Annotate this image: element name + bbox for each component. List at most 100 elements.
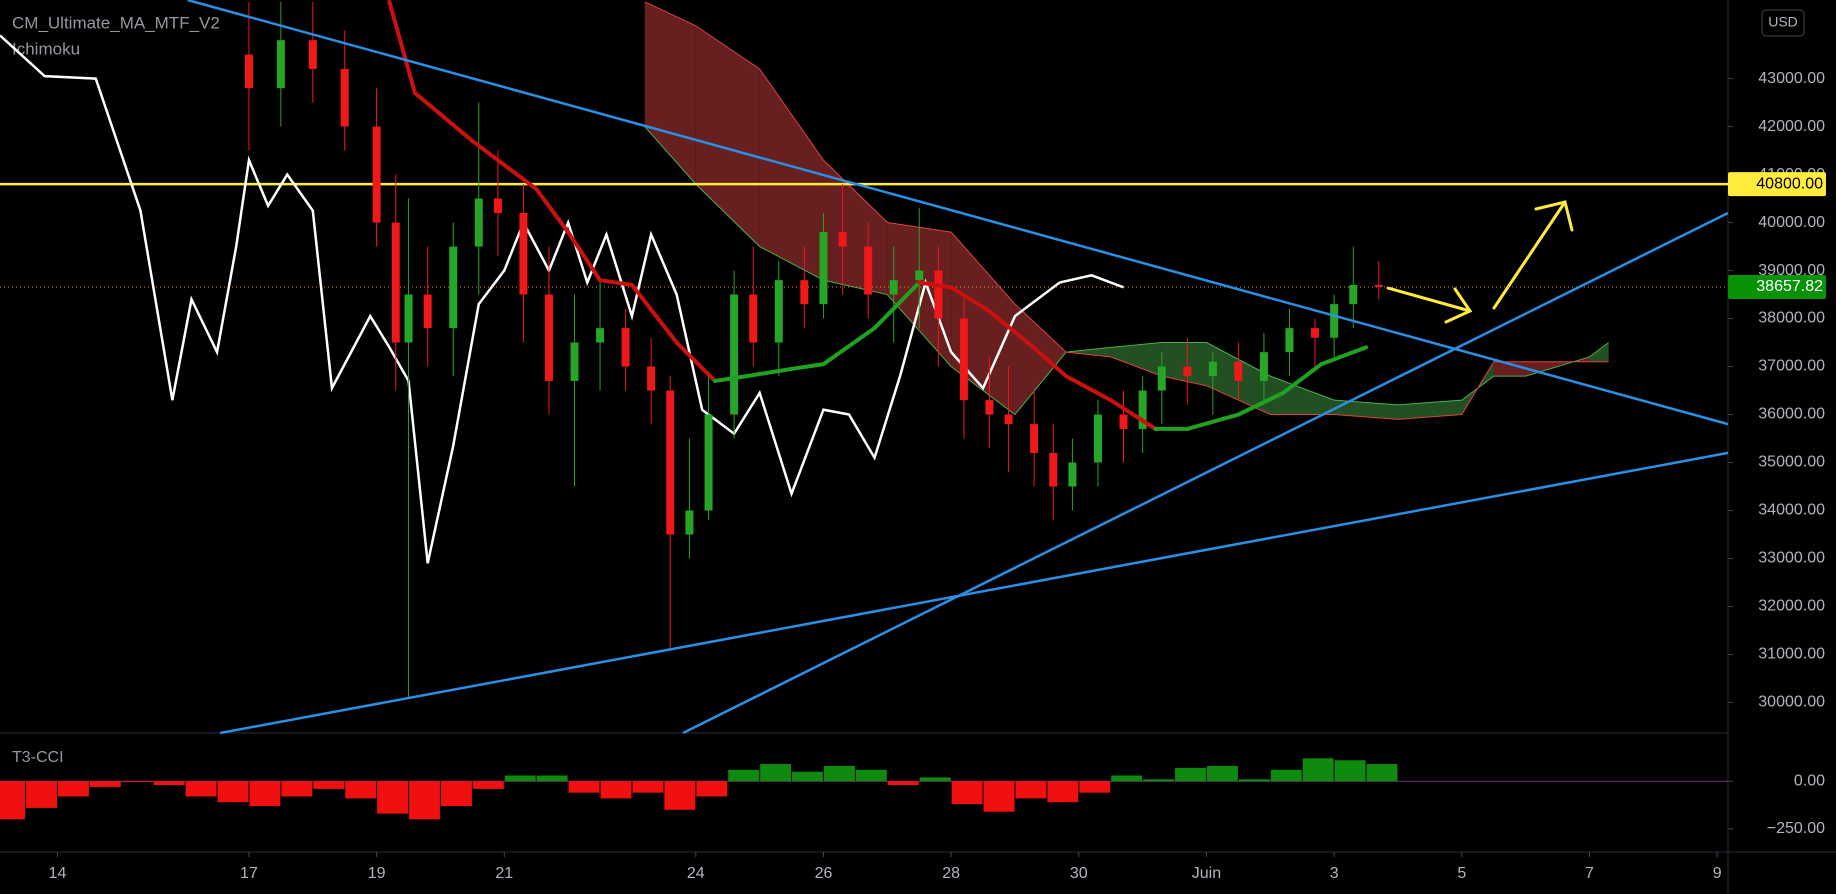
cci-bar — [1334, 760, 1366, 782]
y-tick-label: 42000.00 — [1758, 118, 1825, 135]
cci-bar — [1111, 775, 1143, 782]
ma-segment — [598, 278, 634, 287]
x-tick-label: 28 — [942, 865, 960, 882]
ma-segment — [712, 374, 749, 383]
x-tick-label: 7 — [1585, 865, 1594, 882]
cci-bar — [1206, 765, 1238, 782]
cci-bar — [855, 769, 887, 782]
ma-segment — [872, 280, 922, 331]
candle-body — [889, 280, 898, 295]
trendline — [187, 0, 1729, 426]
candle-body — [800, 280, 809, 305]
candle-body — [391, 222, 400, 343]
cci-bar — [1270, 769, 1302, 782]
ma-segment — [1108, 398, 1158, 431]
cci-bar — [792, 771, 823, 782]
candle-body — [838, 232, 847, 247]
y-tick-label: 38000.00 — [1758, 310, 1825, 327]
candle-body — [1310, 328, 1319, 338]
candle-body — [934, 270, 943, 319]
candle-body — [244, 54, 253, 89]
candle-body — [1138, 390, 1147, 429]
candle-body — [1285, 328, 1294, 353]
indicator-name: Ichimoku — [12, 39, 80, 58]
cci-bar — [89, 781, 121, 787]
ma-segment — [387, 0, 417, 95]
cci-bar — [568, 781, 600, 793]
cci-bar — [377, 781, 409, 814]
ma-segment — [1236, 390, 1286, 417]
ma-segment — [821, 326, 877, 367]
y-tick-label: 40000.00 — [1758, 214, 1825, 231]
candle-body — [647, 366, 656, 391]
last-price-box — [1728, 274, 1826, 299]
cci-bar — [313, 781, 345, 789]
y-tick-label: −250.00 — [1767, 820, 1825, 837]
drawings — [1386, 200, 1574, 324]
y-tick-label: 35000.00 — [1758, 454, 1825, 471]
y-tick-label: 31000.00 — [1758, 646, 1825, 663]
candle-body — [621, 328, 630, 367]
candle-body — [449, 246, 458, 329]
y-tick-label: 34000.00 — [1758, 502, 1825, 519]
y-tick-label: 37000.00 — [1758, 358, 1825, 375]
cci-bar — [887, 781, 919, 786]
x-tick-label: 21 — [495, 865, 513, 882]
cci-bar — [1047, 781, 1079, 803]
candle-body — [1004, 414, 1013, 425]
candle-body — [730, 294, 739, 415]
cci-bar — [632, 781, 664, 793]
currency-label[interactable]: USD — [1768, 14, 1798, 30]
cci-bar — [345, 781, 377, 799]
cloud-segment — [644, 1, 696, 185]
cci-bar — [664, 781, 696, 810]
cci-bar — [57, 781, 89, 797]
candle-body — [596, 328, 605, 343]
comparison-line — [0, 34, 1124, 564]
ma-segment — [744, 366, 794, 379]
currency-button[interactable] — [1761, 9, 1805, 37]
x-tick-label: 9 — [1713, 865, 1722, 882]
ma-segment — [1025, 340, 1069, 379]
x-tick-label: 14 — [49, 865, 67, 882]
cci-bar — [409, 781, 440, 820]
ma-segment — [566, 230, 603, 283]
trendline — [682, 211, 1729, 735]
candle-body — [1068, 462, 1077, 487]
cci-bar — [728, 769, 760, 782]
x-tick-label: 5 — [1457, 865, 1466, 882]
candle-body — [864, 246, 873, 295]
candle-body — [1259, 352, 1268, 381]
cci-bar — [823, 765, 855, 782]
ma-segment — [1185, 412, 1241, 431]
cci-bar — [1175, 767, 1206, 782]
y-tick-label: 43000.00 — [1758, 70, 1825, 87]
candle-body — [1330, 304, 1339, 338]
candle-body — [1119, 414, 1128, 429]
cci-bar — [919, 777, 951, 782]
x-tick-label: 26 — [815, 865, 833, 882]
candle-body — [774, 280, 783, 343]
ma-segment — [1064, 374, 1113, 403]
candle-body — [1049, 452, 1058, 487]
candle-body — [959, 318, 968, 401]
cloud-segment — [759, 68, 824, 281]
cloud-segment — [1066, 347, 1111, 357]
y-tick-label: 36000.00 — [1758, 406, 1825, 423]
candle-body — [749, 294, 758, 343]
ma-segment — [987, 309, 1030, 345]
cci-bar — [217, 781, 249, 803]
ma-segment — [629, 282, 679, 345]
cci-bar — [951, 781, 983, 805]
candle-body — [1157, 366, 1166, 391]
candle-body — [1183, 366, 1192, 377]
x-tick-label: 19 — [368, 865, 386, 882]
cci-bar — [696, 781, 728, 797]
cci-bar — [26, 781, 57, 808]
candle-body — [519, 212, 528, 295]
ma-segment — [949, 285, 992, 314]
ma-segment — [789, 362, 826, 371]
cci-bar — [0, 781, 26, 820]
